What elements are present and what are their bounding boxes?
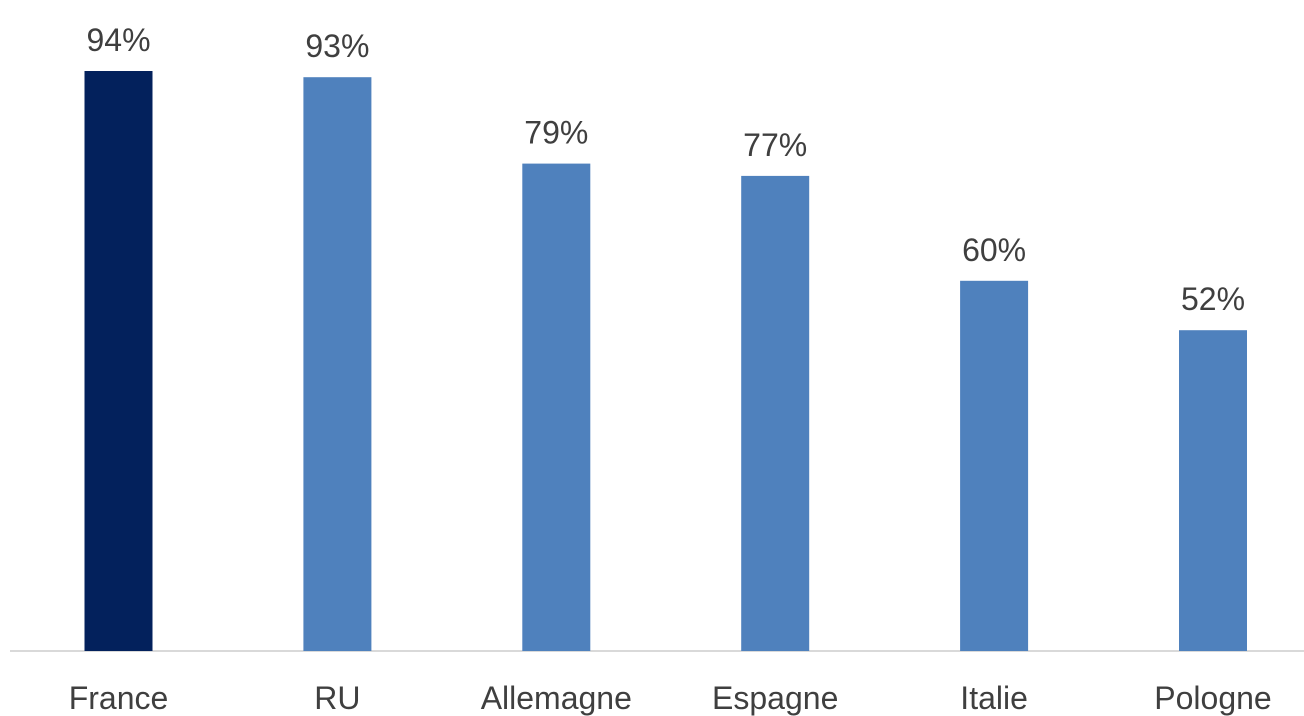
category-label-pologne: Pologne [1154, 680, 1271, 716]
value-label-france: 94% [86, 22, 150, 58]
bar-ru [303, 77, 372, 651]
category-label-espagne: Espagne [712, 680, 838, 716]
bar-france [84, 71, 153, 651]
value-label-allemagne: 79% [524, 115, 588, 151]
bar-allemagne [522, 163, 591, 651]
bar-pologne [1179, 330, 1247, 651]
category-label-allemagne: Allemagne [481, 680, 632, 716]
value-labels-layer: 94% 93% 79% 77% 60% 52% [86, 22, 1245, 317]
category-label-ru: RU [314, 680, 360, 716]
value-label-ru: 93% [305, 28, 369, 64]
category-labels-layer: France RU Allemagne Espagne Italie Pologne [69, 680, 1272, 716]
category-label-france: France [69, 680, 169, 716]
bar-italie [960, 280, 1029, 651]
value-label-espagne: 77% [743, 127, 807, 163]
category-label-italie: Italie [960, 680, 1028, 716]
bar-espagne [741, 175, 810, 651]
bars-layer [84, 71, 1247, 651]
value-label-pologne: 52% [1181, 281, 1245, 317]
value-label-italie: 60% [962, 232, 1026, 268]
